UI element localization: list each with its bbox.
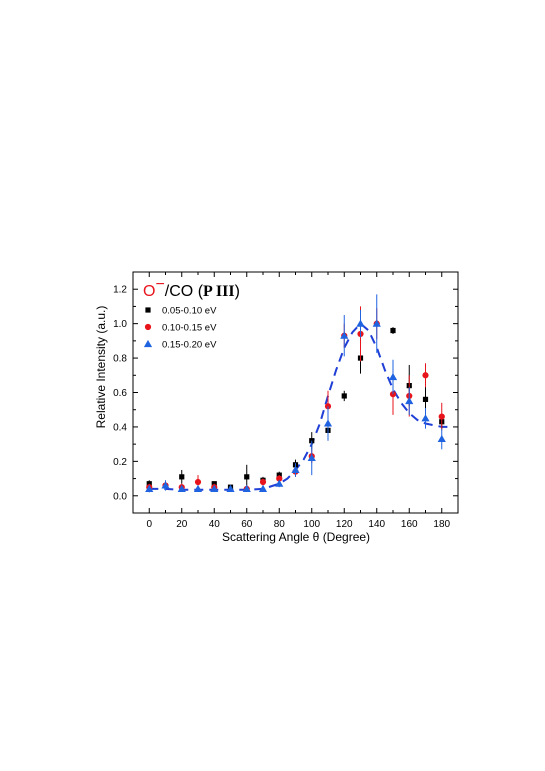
x-tick-label: 60 — [241, 519, 253, 530]
legend-marker — [144, 323, 152, 331]
x-tick-label: 140 — [368, 519, 385, 530]
legend-label: 0.15-0.20 eV — [162, 340, 217, 351]
data-point — [307, 453, 316, 461]
data-point — [323, 419, 333, 427]
data-point — [193, 484, 203, 492]
data-point — [421, 414, 430, 422]
data-point — [259, 478, 267, 486]
data-point — [210, 484, 219, 492]
x-tick-label: 80 — [274, 519, 286, 530]
data-marks-layer — [145, 294, 446, 493]
data-point — [276, 475, 283, 482]
y-axis-title: Relative Intensity (a.u.) — [94, 306, 108, 429]
data-point — [177, 484, 186, 492]
data-point — [340, 331, 349, 339]
series-3 — [145, 294, 446, 493]
y-tick-label: 1.2 — [113, 285, 127, 296]
chart-title-resonance: P III — [203, 283, 235, 300]
y-tick-label: 1.0 — [113, 319, 127, 330]
y-tick-label: 0.6 — [113, 388, 127, 399]
data-point — [438, 413, 445, 420]
data-point — [244, 474, 250, 480]
data-point — [242, 484, 251, 492]
data-point — [390, 327, 396, 334]
data-point — [179, 474, 185, 480]
chart-title-charge: − — [155, 276, 164, 293]
legend-label: 0.05-0.10 eV — [162, 306, 217, 317]
y-tick-label: 0.8 — [113, 354, 127, 365]
data-point — [437, 434, 446, 443]
x-tick-label: 180 — [433, 519, 450, 530]
data-point — [194, 478, 202, 486]
data-point — [388, 372, 398, 381]
data-point — [275, 479, 284, 487]
x-tick-label: 20 — [176, 519, 188, 530]
chart-title-molecule: /CO ( — [165, 283, 204, 300]
y-tick-label: 0.2 — [113, 457, 127, 468]
axis-ticks-layer: 0 20 40 60 80 100 120 140 160 180 0.0 0.2 0.4 0.6 0.8 1… — [113, 272, 458, 530]
x-tick-label: 160 — [401, 519, 418, 530]
legend-marker — [143, 339, 153, 348]
data-point — [291, 465, 300, 474]
y-tick-label: 0.4 — [113, 422, 127, 433]
chart-title-close: ) — [235, 283, 240, 300]
x-tick-label: 120 — [336, 519, 353, 530]
x-axis-title: Scattering Angle θ (Degree) — [222, 530, 370, 544]
x-tick-label: 40 — [209, 519, 221, 530]
data-point — [341, 393, 347, 399]
chart-title-ion: O — [143, 283, 155, 300]
data-point — [372, 319, 381, 327]
data-point — [258, 484, 268, 492]
data-point — [422, 396, 429, 402]
legend-marker — [145, 307, 151, 313]
legend-label: 0.10-0.15 eV — [162, 323, 217, 334]
data-point — [405, 397, 414, 405]
x-tick-label: 0 — [146, 519, 152, 530]
chart-title: O−/CO (P III) — [143, 276, 240, 300]
legend: 0.05-0.10 eV 0.10-0.15 eV 0.15-0.20 eV — [143, 306, 217, 351]
data-point — [356, 319, 365, 327]
data-point — [161, 481, 170, 489]
x-tick-label: 100 — [303, 519, 320, 530]
data-point — [226, 484, 235, 492]
y-tick-label: 0.0 — [113, 491, 127, 502]
data-point — [422, 372, 429, 379]
data-point — [145, 484, 154, 492]
